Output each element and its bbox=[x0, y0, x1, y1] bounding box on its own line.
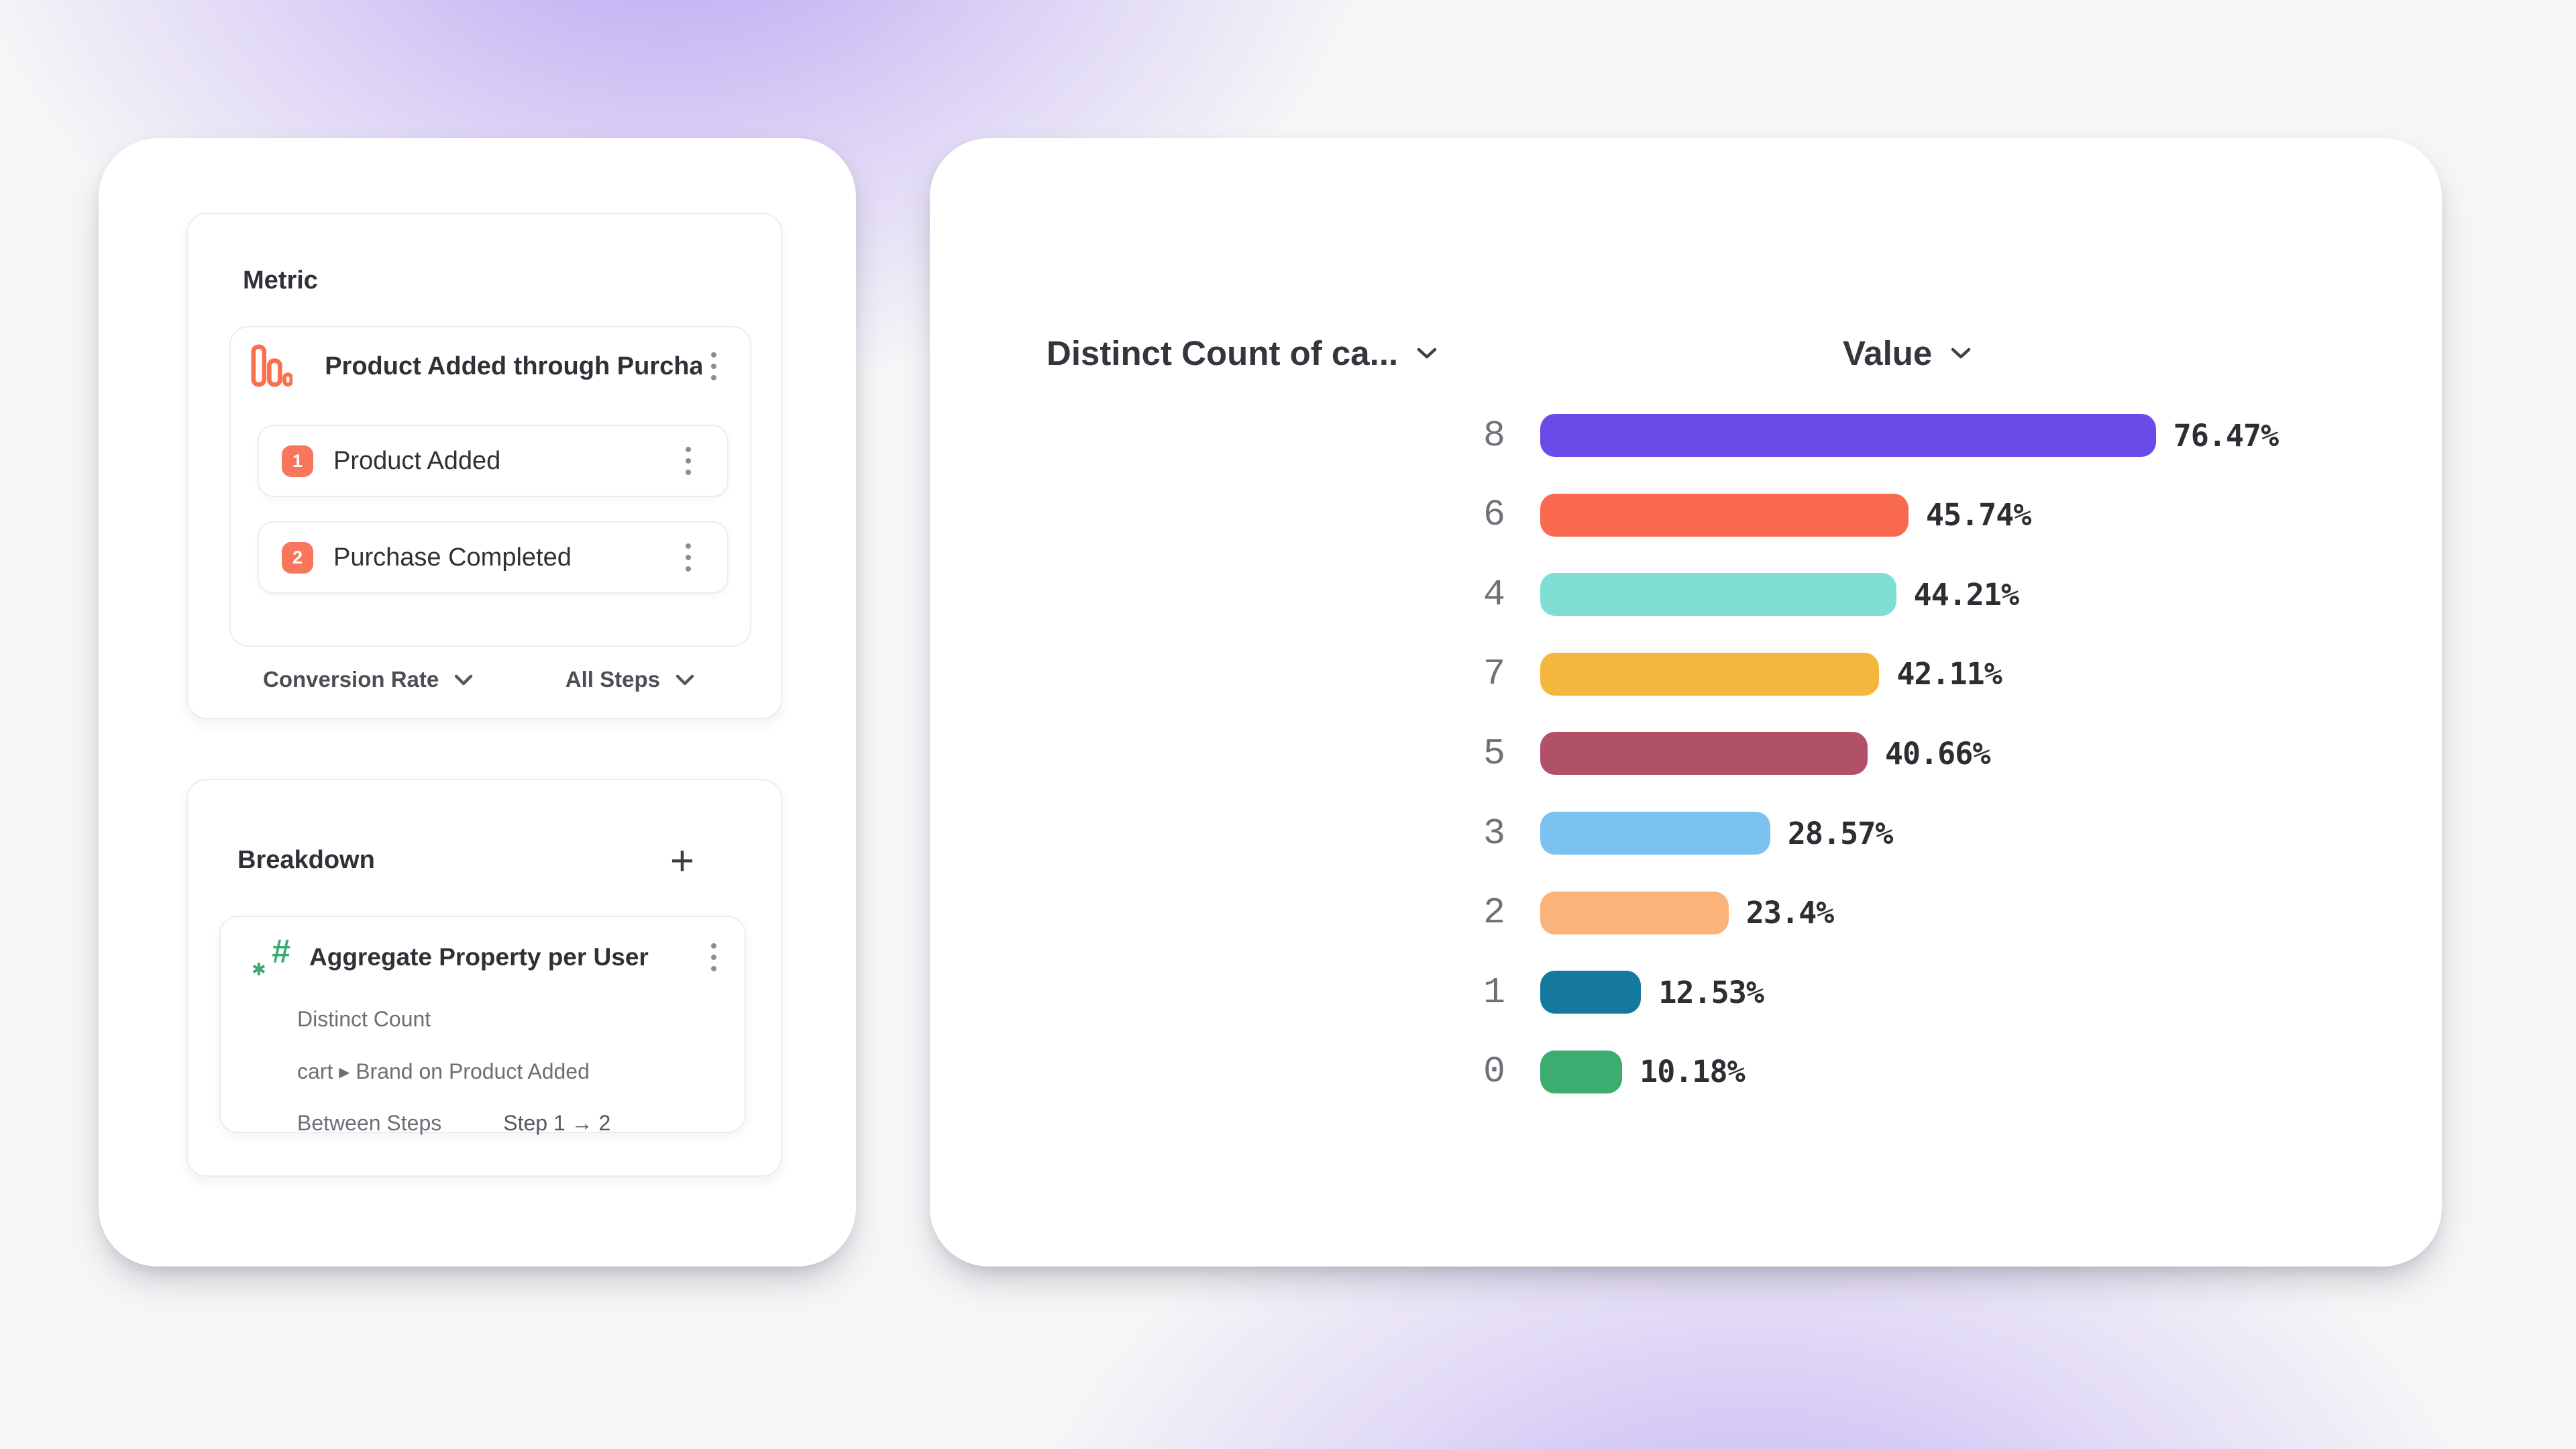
bar[interactable] bbox=[1540, 573, 1896, 616]
plus-icon: + bbox=[669, 838, 695, 884]
breakdown-between-steps: Between Steps Step 1 → 2 bbox=[297, 1111, 726, 1136]
conversion-rate-label: Conversion Rate bbox=[263, 667, 439, 692]
bar-row: 6 45.74% bbox=[930, 476, 2442, 555]
breakdown-section-title: Breakdown bbox=[237, 846, 375, 874]
value-label: 28.57% bbox=[1787, 815, 1894, 851]
step-number-badge: 2 bbox=[282, 541, 313, 574]
value-label: 44.21% bbox=[1913, 576, 2020, 612]
bar-row: 5 40.66% bbox=[930, 714, 2442, 793]
bar-row: 0 10.18% bbox=[930, 1032, 2442, 1112]
metric-section-title: Metric bbox=[243, 266, 318, 294]
bar[interactable] bbox=[1540, 414, 2156, 457]
all-steps-label: All Steps bbox=[565, 667, 660, 692]
category-label: 0 bbox=[1483, 1051, 1505, 1093]
bar[interactable] bbox=[1540, 1050, 1623, 1093]
all-steps-dropdown[interactable]: All Steps bbox=[566, 667, 695, 692]
value-label: 45.74% bbox=[1925, 497, 2032, 533]
breakdown-aggregation: Distinct Count bbox=[297, 1007, 431, 1031]
bar-row: 8 76.47% bbox=[930, 396, 2442, 475]
bar[interactable] bbox=[1540, 652, 1880, 696]
bar-row: 7 42.11% bbox=[930, 635, 2442, 714]
chevron-down-icon bbox=[1951, 347, 1971, 358]
metric-column-header-label: Distinct Count of ca... bbox=[1046, 333, 1399, 372]
between-steps-label: Between Steps bbox=[297, 1111, 442, 1135]
funnel-menu-button[interactable] bbox=[702, 345, 726, 387]
category-label: 5 bbox=[1483, 732, 1505, 775]
funnel-step-row[interactable]: 1 Product Added bbox=[258, 425, 729, 497]
category-label: 1 bbox=[1483, 971, 1505, 1014]
breakdown-menu-button[interactable] bbox=[702, 936, 726, 978]
breakdown-item-card[interactable]: # ✱ Aggregate Property per User Distinct … bbox=[219, 916, 746, 1136]
category-label: 3 bbox=[1483, 812, 1505, 855]
value-label: 10.18% bbox=[1640, 1054, 1746, 1090]
metric-footer: Conversion Rate All Steps bbox=[188, 653, 781, 718]
step-event-name: Product Added bbox=[333, 446, 501, 475]
funnel-metric-name: Product Added through Purcha... bbox=[325, 352, 702, 380]
query-builder-panel: Metric Product Added through Purcha... 1… bbox=[99, 138, 856, 1267]
value-label: 76.47% bbox=[2173, 417, 2279, 453]
bar[interactable] bbox=[1540, 891, 1729, 934]
value-label: 12.53% bbox=[1658, 974, 1764, 1010]
between-steps-value: Step 1 → 2 bbox=[503, 1111, 611, 1135]
bar[interactable] bbox=[1540, 812, 1770, 855]
step-menu-button[interactable] bbox=[676, 440, 700, 482]
chevron-down-icon bbox=[676, 674, 694, 685]
bar[interactable] bbox=[1540, 732, 1868, 775]
category-label: 2 bbox=[1483, 892, 1505, 934]
step-menu-button[interactable] bbox=[676, 537, 700, 578]
funnel-step-row[interactable]: 2 Purchase Completed bbox=[258, 521, 729, 594]
value-label: 23.4% bbox=[1746, 895, 1834, 931]
conversion-rate-dropdown[interactable]: Conversion Rate bbox=[263, 667, 474, 692]
bar-row: 4 44.21% bbox=[930, 555, 2442, 634]
funnel-metric-box: Product Added through Purcha... 1 Produc… bbox=[229, 326, 751, 647]
bar-row: 3 28.57% bbox=[930, 794, 2442, 873]
metric-card: Metric Product Added through Purcha... 1… bbox=[186, 213, 782, 719]
step-event-name: Purchase Completed bbox=[333, 543, 572, 572]
bar[interactable] bbox=[1540, 493, 1909, 537]
breakdown-property: cart ▸ Brand on Product Added bbox=[297, 1059, 590, 1083]
funnel-metric-row[interactable]: Product Added through Purcha... bbox=[231, 327, 750, 405]
value-column-header-dropdown[interactable]: Value bbox=[1843, 331, 1972, 374]
category-label: 8 bbox=[1483, 414, 1505, 457]
metric-column-header-dropdown[interactable]: Distinct Count of ca... bbox=[1046, 331, 1438, 374]
value-column-header-label: Value bbox=[1843, 333, 1933, 372]
chart-panel: Distinct Count of ca... Value 8 76.47% 6 45… bbox=[930, 138, 2442, 1267]
category-label: 4 bbox=[1483, 573, 1505, 616]
add-breakdown-button[interactable]: + bbox=[659, 838, 706, 885]
step-number-badge: 1 bbox=[282, 445, 313, 477]
bar[interactable] bbox=[1540, 971, 1642, 1014]
value-label: 42.11% bbox=[1896, 656, 2002, 692]
funnel-chart-icon bbox=[251, 344, 293, 387]
breakdown-item-title: Aggregate Property per User bbox=[309, 943, 649, 971]
chevron-down-icon bbox=[454, 674, 473, 685]
category-label: 7 bbox=[1483, 653, 1505, 696]
category-label: 6 bbox=[1483, 494, 1505, 537]
value-label: 40.66% bbox=[1884, 735, 1991, 771]
chevron-down-icon bbox=[1417, 347, 1437, 358]
breakdown-card: Breakdown + # ✱ Aggregate Property per Us… bbox=[186, 779, 782, 1177]
aggregate-property-icon: # ✱ bbox=[252, 932, 290, 979]
bar-row: 2 23.4% bbox=[930, 873, 2442, 953]
bar-row: 1 12.53% bbox=[930, 953, 2442, 1032]
